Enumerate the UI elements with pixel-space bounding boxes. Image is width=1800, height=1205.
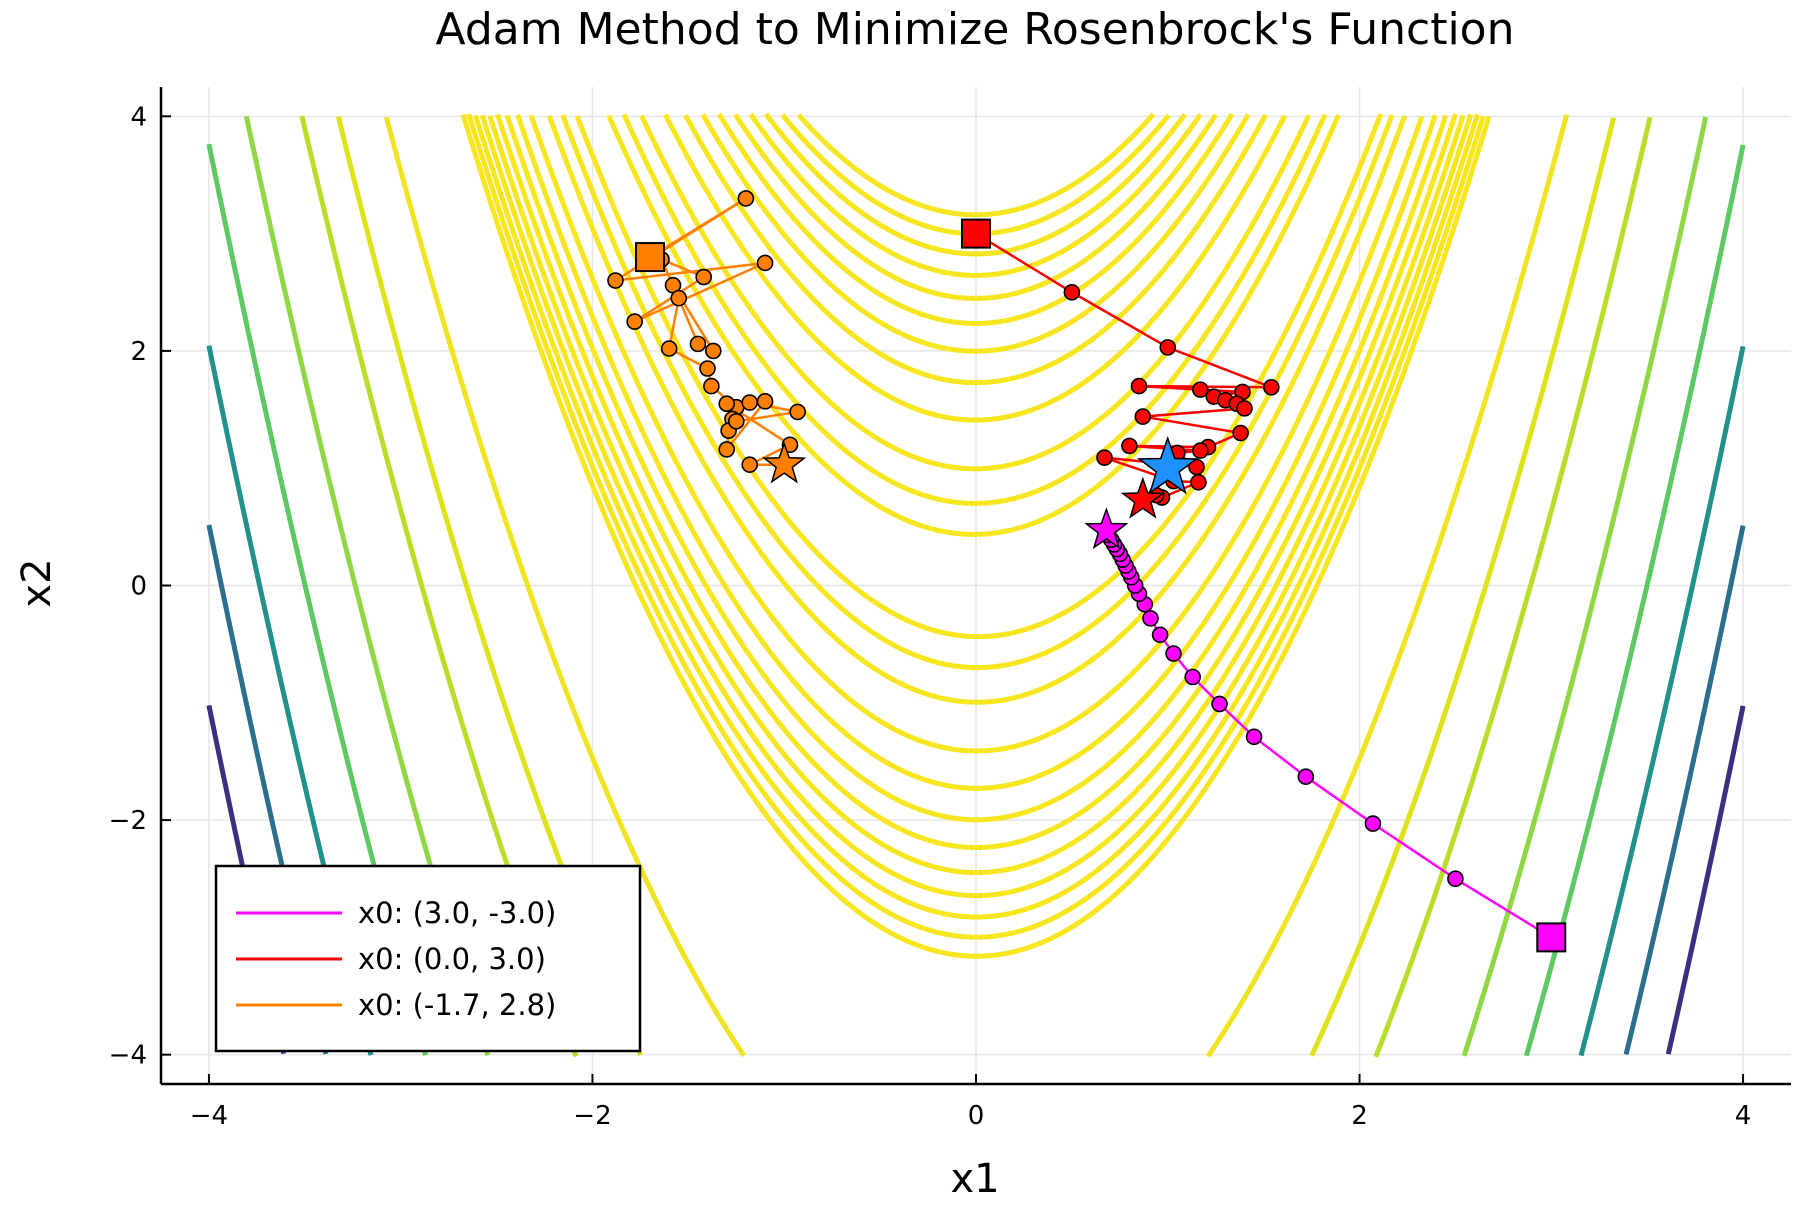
series-point xyxy=(756,393,774,410)
series-point xyxy=(718,441,736,458)
contour-line xyxy=(473,112,1480,920)
series-point xyxy=(695,268,712,286)
x-tick-label: −4 xyxy=(190,1101,228,1131)
series-point xyxy=(703,377,720,395)
series-point xyxy=(1211,695,1228,713)
series-point xyxy=(737,190,755,207)
y-tick-label: 0 xyxy=(130,572,147,602)
x-tick-label: 4 xyxy=(1735,1101,1752,1131)
y-tick-label: 4 xyxy=(130,102,147,132)
contour-line xyxy=(546,114,1407,705)
series-point xyxy=(689,335,707,353)
end-marker xyxy=(1120,476,1165,519)
chart-title: Adam Method to Minimize Rosenbrock's Fun… xyxy=(436,4,1515,55)
series-point xyxy=(1151,626,1169,644)
contour-line xyxy=(460,112,1492,959)
y-tick-label: −2 xyxy=(109,806,147,836)
start-marker xyxy=(1536,922,1567,953)
contour-line xyxy=(479,112,1474,899)
contour-line xyxy=(383,114,1570,1058)
series-point xyxy=(741,394,759,411)
series-point xyxy=(1232,424,1249,442)
legend-label: x0: (0.0, 3.0) xyxy=(358,942,546,976)
series-line xyxy=(614,197,798,466)
contour-line xyxy=(528,113,1425,754)
series-point xyxy=(727,412,745,430)
series-point xyxy=(1245,728,1263,746)
legend-label: x0: (-1.7, 2.8) xyxy=(358,988,556,1022)
series-point xyxy=(704,342,722,360)
contour-line xyxy=(560,113,1395,671)
y-tick-label: −4 xyxy=(109,1041,147,1071)
end-marker xyxy=(1084,507,1129,550)
series-point xyxy=(626,313,643,330)
series-point xyxy=(1190,473,1207,491)
series-point xyxy=(1130,377,1148,395)
series-2 xyxy=(607,190,807,484)
series-point xyxy=(756,254,774,272)
series-point xyxy=(1159,339,1177,356)
contour-line xyxy=(504,113,1449,823)
series-point xyxy=(1192,381,1209,398)
series-point xyxy=(699,360,716,377)
x-tick-label: 2 xyxy=(1351,1101,1368,1131)
series-point xyxy=(1096,449,1113,466)
series-point xyxy=(1063,283,1081,301)
x-tick-label: −2 xyxy=(573,1101,611,1131)
series-point xyxy=(1192,442,1209,459)
series-point xyxy=(1165,645,1182,662)
series-point xyxy=(670,289,688,307)
axes: −4 −2 0 2 4 −4 −2 0 2 4 xyxy=(109,87,1791,1131)
end-marker xyxy=(762,441,807,484)
start-marker xyxy=(635,242,665,273)
series-point xyxy=(1142,610,1159,627)
series-point xyxy=(1297,768,1315,785)
y-tick-label: 2 xyxy=(130,337,147,367)
contour-line xyxy=(487,113,1466,876)
series-point xyxy=(1121,437,1138,455)
legend-label: x0: (3.0, -3.0) xyxy=(358,896,556,930)
contour-line xyxy=(495,112,1458,851)
series-point xyxy=(660,340,678,357)
series-point xyxy=(1236,400,1253,417)
series-point xyxy=(1134,408,1152,425)
x-axis-label: x1 xyxy=(950,1156,999,1200)
series-point xyxy=(718,395,736,412)
minimum-marker xyxy=(1137,435,1199,495)
start-marker xyxy=(961,218,991,249)
series-point xyxy=(1364,815,1382,832)
contour-line xyxy=(515,113,1438,791)
series-0 xyxy=(1084,507,1567,953)
series-point xyxy=(789,403,806,421)
legend: x0: (3.0, -3.0) x0: (0.0, 3.0) x0: (-1.7, … xyxy=(214,864,642,1053)
series-point xyxy=(607,272,624,289)
x-tick-label: 0 xyxy=(968,1101,985,1131)
y-axis-label: x2 xyxy=(14,558,60,607)
series-point xyxy=(1184,668,1201,686)
series-point xyxy=(741,456,759,473)
trajectories xyxy=(607,190,1567,953)
series-point xyxy=(1447,870,1464,888)
series-point xyxy=(1263,378,1280,396)
